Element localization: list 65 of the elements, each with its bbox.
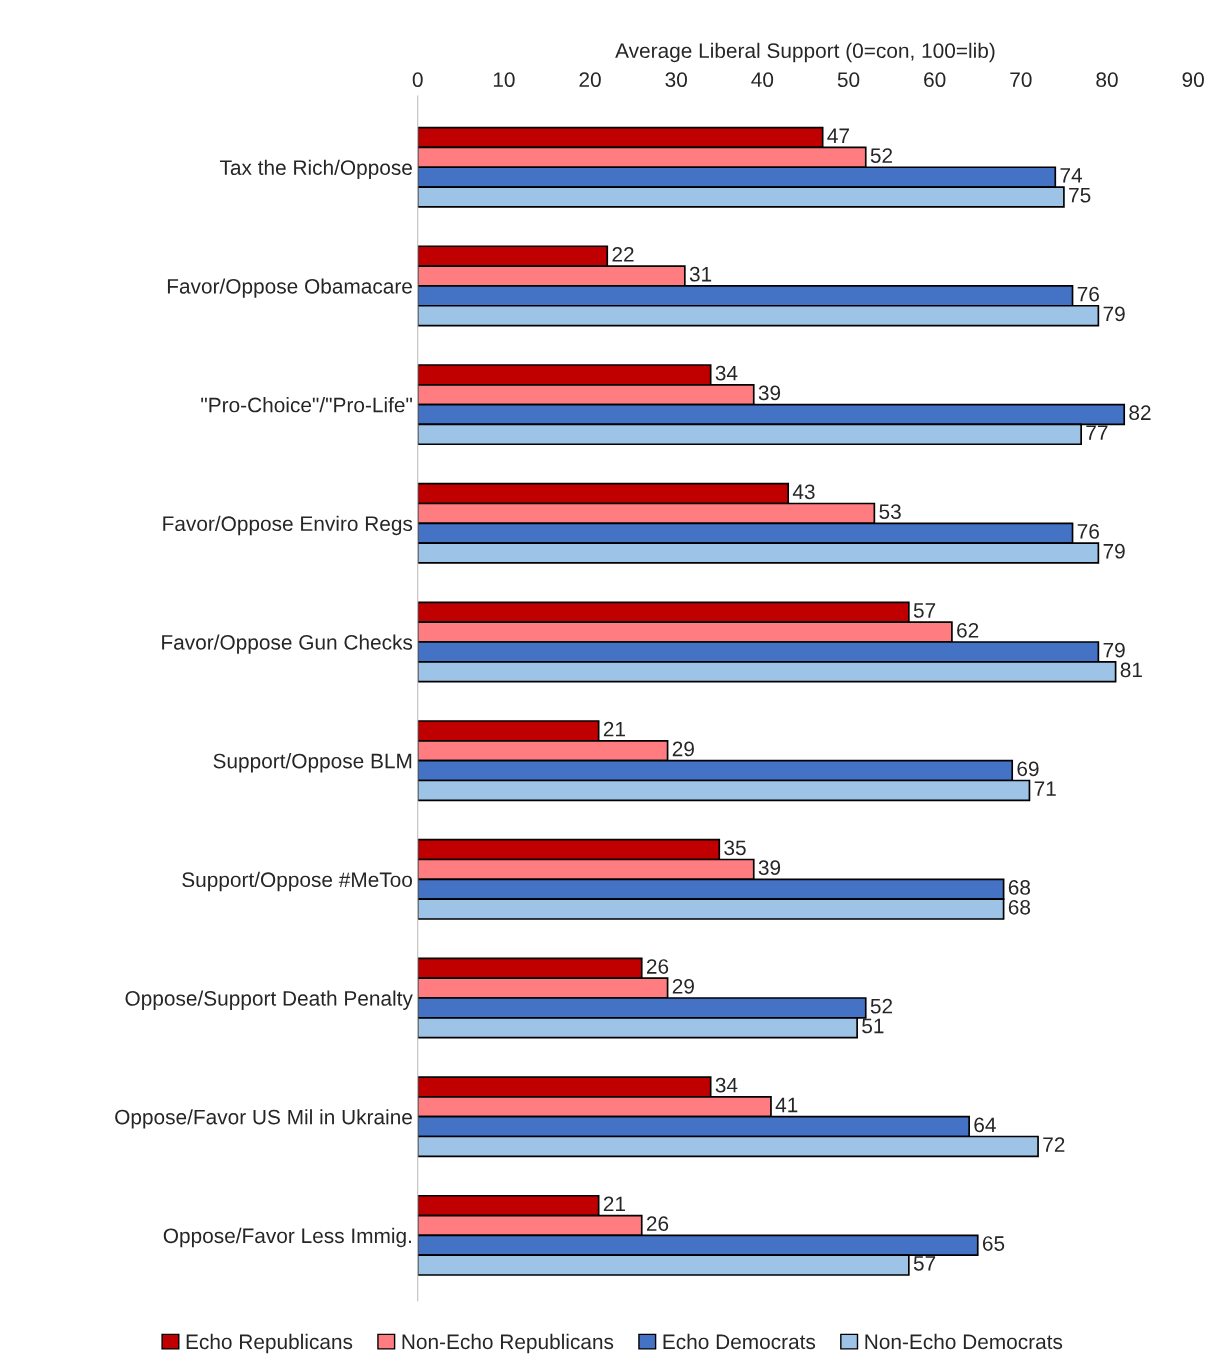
legend-label: Non-Echo Republicans [402, 1333, 614, 1354]
data-label: 53 [879, 504, 901, 519]
data-label: 47 [827, 128, 849, 143]
x-tick-label: 60 [924, 72, 946, 88]
data-label: 52 [870, 148, 893, 163]
data-label: 34 [715, 1077, 738, 1093]
data-label: 72 [1043, 1137, 1065, 1152]
data-label: 64 [974, 1117, 996, 1133]
data-label: 71 [1034, 781, 1056, 796]
legend-label: Echo Democrats [663, 1333, 816, 1350]
data-label: 79 [1103, 543, 1125, 559]
y-tick-label: Support/Oppose BLM [213, 753, 412, 773]
x-tick-label: 40 [751, 72, 774, 88]
data-label: 26 [646, 959, 669, 974]
data-label: 22 [612, 247, 634, 262]
x-tick-label: 30 [665, 72, 687, 88]
y-tick-label: "Pro-Choice"/"Pro-Life" [201, 397, 412, 413]
y-tick-label: Favor/Oppose Enviro Regs [163, 515, 413, 536]
data-label: 31 [689, 266, 712, 282]
data-label: 65 [982, 1236, 1005, 1251]
data-label: 74 [1060, 168, 1083, 183]
data-label: 57 [913, 1256, 936, 1271]
y-tick-label: Tax the Rich/Oppose [219, 159, 412, 180]
data-label: 79 [1103, 306, 1125, 322]
x-tick-label: 90 [1182, 72, 1204, 88]
data-label: 82 [1129, 405, 1151, 421]
data-label: 39 [758, 385, 781, 401]
data-label: 52 [870, 998, 893, 1014]
data-label: 34 [715, 365, 738, 381]
data-label: 68 [1008, 899, 1031, 915]
data-label: 35 [724, 840, 746, 856]
data-label: 39 [758, 860, 781, 876]
data-label: 43 [792, 484, 815, 500]
y-tick-label: Favor/Oppose Obamacare [167, 278, 412, 298]
data-label: 51 [862, 1018, 884, 1034]
data-label: 79 [1103, 642, 1125, 658]
x-tick-label: 70 [1010, 72, 1032, 88]
y-tick-label: Oppose/Favor US Mil in Ukraine [115, 1109, 412, 1129]
x-tick-label: 80 [1096, 72, 1118, 88]
data-label: 62 [957, 622, 979, 638]
y-tick-label: Favor/Oppose Gun Checks [162, 634, 413, 654]
legend-label: Echo Republicans [186, 1333, 353, 1354]
data-label: 57 [913, 603, 936, 618]
y-tick-label: Support/Oppose #MeToo [182, 871, 413, 892]
data-label: 68 [1008, 880, 1031, 895]
data-label: 77 [1086, 425, 1108, 440]
x-tick-label: 10 [493, 72, 515, 88]
legend-label: Non-Echo Democrats [865, 1333, 1063, 1350]
data-label: 21 [603, 721, 625, 737]
x-axis-title: Average Liberal Support (0=con, 100=lib) [615, 42, 995, 63]
x-tick-label: 50 [837, 72, 860, 88]
data-label: 69 [1017, 761, 1039, 777]
data-label: 41 [775, 1097, 798, 1113]
data-label: 29 [672, 741, 694, 757]
data-label: 76 [1077, 286, 1099, 302]
data-label: 29 [672, 978, 694, 994]
data-label: 21 [603, 1196, 625, 1212]
data-label: 75 [1069, 188, 1091, 203]
x-tick-label: 0 [412, 72, 423, 88]
x-tick-label: 20 [579, 72, 601, 88]
data-label: 26 [646, 1216, 669, 1232]
data-label: 81 [1120, 662, 1142, 678]
data-label: 76 [1077, 524, 1099, 539]
y-tick-label: Oppose/Support Death Penalty [125, 990, 413, 1010]
y-tick-label: Oppose/Favor Less Immig. [163, 1227, 411, 1248]
